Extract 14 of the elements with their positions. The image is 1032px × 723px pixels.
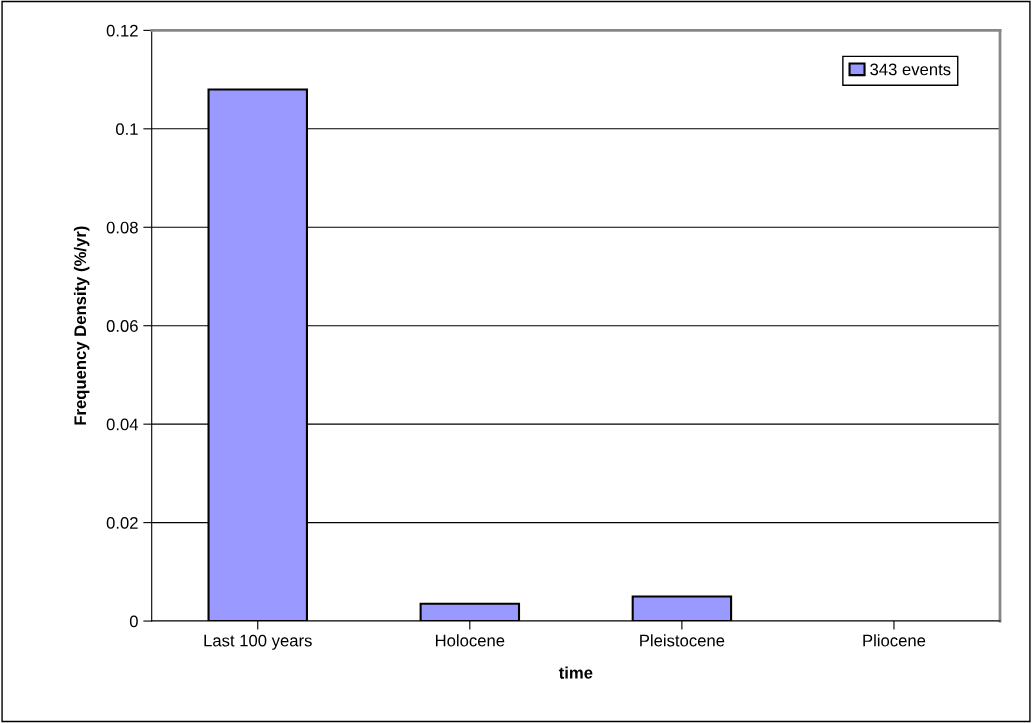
x-axis-title: time <box>558 666 593 679</box>
x-tick-label: Pleistocene <box>640 634 725 647</box>
legend-label: 343 events <box>870 63 951 76</box>
y-tick-label: 0.1 <box>115 123 138 136</box>
x-tick-label: Last 100 years <box>204 634 312 650</box>
y-tick-label: 0.04 <box>106 418 139 431</box>
y-tick-label: 0 <box>129 615 138 628</box>
y-axis-title: Frequency Density (%/yr) <box>73 226 90 425</box>
x-tick-label: Holocene <box>435 634 505 647</box>
x-tick-label: Pliocene <box>863 634 926 647</box>
y-tick-label: 0.08 <box>106 221 138 234</box>
y-tick-label: 0.06 <box>106 320 138 332</box>
y-tick-label: 0.02 <box>106 517 138 529</box>
y-tick-label: 0.12 <box>106 24 138 37</box>
